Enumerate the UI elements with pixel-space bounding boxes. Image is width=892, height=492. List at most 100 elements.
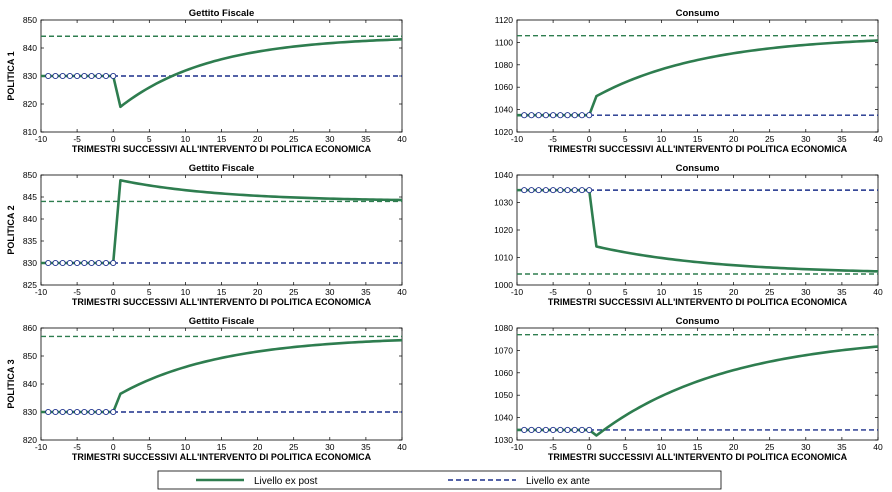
y-tick-label: 850 [23,170,37,180]
pre-period-marker [550,112,557,119]
chart-title: Gettito Fiscale [189,316,254,327]
x-tick-label: -10 [35,134,48,144]
x-tick-label: 15 [217,287,227,297]
pre-period-marker [45,408,52,416]
pre-period-marker [102,259,110,267]
x-tick-label: 25 [289,442,299,452]
pre-period-marker [557,426,564,433]
x-tick-label: -10 [511,287,524,297]
pre-period-marker [66,72,73,80]
y-tick-label: 1040 [494,170,513,180]
pre-period-marker [571,112,578,119]
pre-period-marker [81,408,88,416]
chart-panel-3: -10 -5 0 5 10 15 20 25 30 35 40 825 830 835 840 845 850 G… [6,163,407,307]
x-tick-label: 25 [765,442,775,452]
x-tick-label: 15 [693,287,703,297]
y-axis-label: POLITICA 3 [6,359,16,408]
x-tick-label: -10 [511,134,524,144]
chart-panel-5: -10 -5 0 5 10 15 20 25 30 35 40 820 830 840 850 860 Gett… [6,316,407,462]
x-tick-label: 20 [253,287,263,297]
pre-period-marker [542,112,549,119]
y-tick-label: 1060 [494,368,513,378]
y-tick-label: 1000 [494,280,513,290]
x-axis-label: TRIMESTRI SUCCESSIVI ALL'INTERVENTO DI P… [548,144,848,154]
y-tick-label: 1060 [494,82,513,92]
pre-period-marker [59,72,66,80]
pre-period-marker [542,426,549,433]
pre-period-marker [521,112,528,119]
chart-panel-1: -10 -5 0 5 10 15 20 25 30 35 40 810 820 830 840 850 Gett… [6,8,407,154]
legend-ex-post-label: Livello ex post [254,476,318,487]
x-tick-label: 40 [873,442,883,452]
pre-period-marker [535,112,542,119]
series-group [517,34,878,119]
y-tick-label: 830 [23,407,37,417]
pre-period-marker [74,259,81,267]
chart-panel-2: -10 -5 0 5 10 15 20 25 30 35 40 1020 1040 1060 1080 110… [494,8,883,154]
x-tick-label: 30 [801,442,811,452]
pre-period-marker [586,112,593,119]
x-tick-label: 40 [873,134,883,144]
y-tick-label: 1120 [495,15,514,25]
y-tick-label: 1010 [494,253,513,263]
y-tick-label: 825 [23,280,37,290]
pre-period-marker [535,187,542,194]
x-tick-label: 10 [657,442,667,452]
x-tick-label: 20 [729,442,739,452]
x-tick-label: 35 [361,442,371,452]
pre-period-marker [95,259,102,267]
pre-period-marker [528,187,535,194]
series-group [517,334,878,437]
pre-period-marker [52,72,59,80]
pre-period-marker [52,259,59,267]
pre-period-marker [557,187,564,194]
y-tick-label: 860 [23,323,37,333]
y-tick-label: 1020 [494,225,513,235]
y-tick-label: 845 [23,192,37,202]
x-tick-label: 25 [289,134,299,144]
y-tick-label: 1070 [494,345,513,355]
y-tick-label: 1100 [495,37,514,47]
pre-period-marker [52,408,59,416]
legend-ex-ante-label: Livello ex ante [526,476,590,487]
pre-period-marker [88,259,95,267]
x-tick-label: 5 [147,134,152,144]
pre-period-marker [528,426,535,433]
legend-box [157,470,722,490]
y-tick-label: 1030 [494,435,513,445]
y-tick-label: 1050 [494,390,513,400]
x-tick-label: 40 [397,287,407,297]
pre-period-marker [88,72,95,80]
x-tick-label: -10 [511,442,524,452]
x-tick-label: 30 [325,134,335,144]
x-tick-label: 0 [111,287,116,297]
x-tick-label: 15 [693,442,703,452]
pre-period-marker [95,72,102,80]
y-tick-label: 810 [23,127,37,137]
pre-period-marker [45,72,52,80]
pre-period-marker [110,72,117,80]
x-tick-label: 10 [181,287,191,297]
x-tick-label: -5 [549,134,557,144]
plot-area [40,327,403,441]
pre-period-marker [564,112,571,119]
x-tick-label: 0 [111,442,116,452]
y-tick-label: 830 [23,258,37,268]
y-tick-label: 1020 [494,127,513,137]
chart-title: Consumo [676,8,720,19]
x-tick-label: -5 [73,442,81,452]
x-tick-label: 40 [397,134,407,144]
pre-period-marker [66,408,73,416]
ex-post-line [41,178,402,265]
y-tick-label: 840 [23,379,37,389]
pre-period-marker [528,112,535,119]
x-tick-label: 35 [837,442,847,452]
x-tick-label: 10 [181,134,191,144]
pre-period-marker [586,426,593,433]
y-tick-label: 820 [23,99,37,109]
x-axis-label: TRIMESTRI SUCCESSIVI ALL'INTERVENTO DI P… [548,452,848,462]
x-tick-label: 0 [587,287,592,297]
x-tick-label: 10 [657,287,667,297]
y-tick-label: 830 [23,71,37,81]
x-tick-label: -5 [549,287,557,297]
